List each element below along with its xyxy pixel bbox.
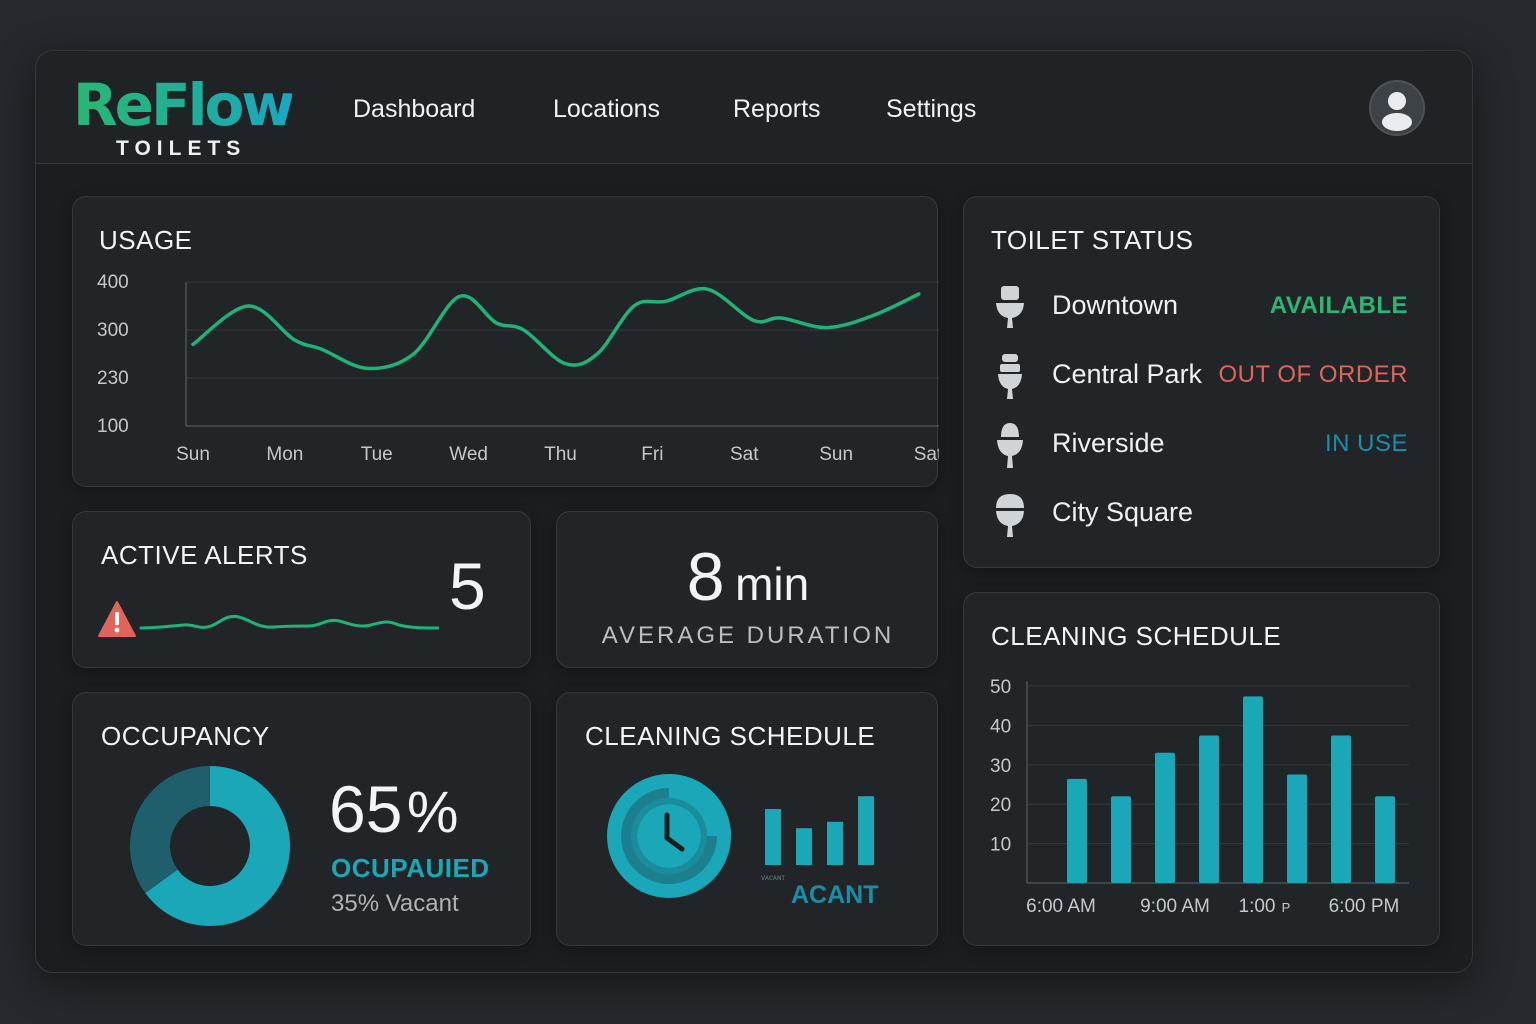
toilet-icon xyxy=(997,423,1023,468)
warning-icon xyxy=(98,601,136,637)
cleaning-large-y-tick: 50 xyxy=(990,677,1011,698)
cleaning-small-bar xyxy=(827,821,843,865)
toilet-icon xyxy=(996,286,1024,328)
cleaning-large-y-tick: 10 xyxy=(990,835,1011,856)
active-alerts-title: ACTIVE ALERTS xyxy=(101,540,308,570)
nav-settings[interactable]: Settings xyxy=(886,95,977,123)
duration-unit: min xyxy=(735,558,810,610)
cleaning-large-bar xyxy=(1331,735,1351,883)
status-row-downtown[interactable]: Downtown AVAILABLE xyxy=(992,282,1412,332)
status-row-city-square[interactable]: City Square xyxy=(992,489,1412,539)
cleaning-small-label: ACANT xyxy=(791,881,879,909)
cleaning-schedule-small-card: CLEANING SCHEDULE ᴠᴀᴄᴀɴᴛ ACANT xyxy=(556,692,938,946)
cleaning-small-tiny-label: ᴠᴀᴄᴀɴᴛ xyxy=(761,873,786,882)
toilet-icon xyxy=(996,494,1024,537)
alerts-sparkline xyxy=(139,614,439,630)
usage-x-tick: Fri xyxy=(641,444,663,465)
logo-subtitle: TOILETS xyxy=(116,137,247,160)
cleaning-large-y-tick: 20 xyxy=(990,795,1011,816)
usage-x-tick: Sat xyxy=(914,444,939,465)
user-avatar[interactable] xyxy=(1369,80,1425,136)
dashboard-window: ReFlow TOILETS Dashboard Locations Repor… xyxy=(35,50,1473,973)
usage-x-tick: Sun xyxy=(819,444,853,465)
usage-card: USAGE 400 300 230 100 Sun Mon Tue Wed Thu Fri Sat… xyxy=(72,196,939,487)
usage-line-chart: 400 300 230 100 Sun Mon Tue Wed Thu Fri Sat Sun Sat xyxy=(97,272,939,465)
average-duration-card: 8 min AVERAGE DURATION xyxy=(556,511,938,668)
usage-x-tick: Wed xyxy=(449,444,488,465)
usage-x-tick: Sun xyxy=(176,444,210,465)
cleaning-large-bar xyxy=(1067,778,1087,883)
duration-value-group: 8 min xyxy=(557,538,939,616)
occupancy-percent-value: 65 xyxy=(329,772,403,846)
cleaning-large-x-tick: 6:00 AM xyxy=(1026,896,1096,917)
cleaning-schedule-large-card: CLEANING SCHEDULE 10 20 30 40 50 6:00 AM 9:00… xyxy=(963,592,1440,946)
nav-dashboard[interactable]: Dashboard xyxy=(353,95,476,123)
usage-x-tick: Tue xyxy=(361,444,393,465)
cleaning-small-bar xyxy=(796,828,812,865)
status-row-central-park[interactable]: Central Park OUT OF ORDER xyxy=(992,351,1412,401)
occupancy-slice-1 xyxy=(130,766,210,894)
occupancy-title: OCCUPANCY xyxy=(101,721,270,751)
occupancy-occupied-label: OCUPAUIED xyxy=(331,853,490,883)
toilet-icon xyxy=(998,354,1022,399)
toilet-status-title: TOILET STATUS xyxy=(991,225,1194,255)
cleaning-large-bar xyxy=(1287,774,1307,883)
cleaning-large-bar xyxy=(1199,735,1219,883)
duration-value: 8 xyxy=(686,539,725,615)
status-location-name: Downtown xyxy=(1052,290,1179,320)
occupancy-slice-0 xyxy=(145,766,290,926)
clock-face xyxy=(637,804,701,868)
status-row-riverside[interactable]: Riverside IN USE xyxy=(992,420,1412,470)
cleaning-large-x-tick: 6:00 PM xyxy=(1329,896,1400,917)
cleaning-large-y-tick: 30 xyxy=(990,756,1011,777)
cleaning-large-x-tick: 9:00 AM xyxy=(1140,896,1210,917)
cleaning-small-bar-chart xyxy=(765,796,874,865)
usage-title: USAGE xyxy=(99,225,193,255)
status-badge: OUT OF ORDER xyxy=(1218,361,1408,388)
usage-x-tick: Thu xyxy=(544,444,577,465)
logo-wordmark[interactable]: ReFlow xyxy=(73,71,295,139)
cleaning-schedule-small-title: CLEANING SCHEDULE xyxy=(585,721,876,751)
status-location-name: Riverside xyxy=(1052,428,1165,458)
cleaning-large-bar-chart: 10 20 30 40 50 6:00 AM 9:00 AM 1:00 P 6:00 PM xyxy=(990,677,1409,917)
user-icon xyxy=(1382,92,1412,131)
cleaning-large-x-tick: P xyxy=(1282,900,1291,915)
occupancy-donut-chart xyxy=(130,766,290,926)
usage-series-line xyxy=(191,286,921,371)
cleaning-large-bar xyxy=(1375,796,1395,883)
active-alerts-count: 5 xyxy=(449,549,486,623)
occupancy-card: OCCUPANCY 65 % OCUPAUIED 35% Vacant xyxy=(72,692,531,946)
usage-x-tick: Mon xyxy=(266,444,303,465)
duration-label: AVERAGE DURATION xyxy=(601,622,895,649)
status-badge: IN USE xyxy=(1324,430,1408,457)
status-location-name: Central Park xyxy=(1052,359,1203,389)
cleaning-large-bar xyxy=(1111,796,1131,883)
toilet-status-card: TOILET STATUS Downtown AVAILABLE Central… xyxy=(963,196,1440,568)
usage-y-tick: 300 xyxy=(97,320,129,341)
cleaning-large-bar xyxy=(1155,752,1175,883)
usage-x-tick: Sat xyxy=(730,444,759,465)
cleaning-large-bar xyxy=(1243,696,1263,883)
top-bar: ReFlow TOILETS Dashboard Locations Repor… xyxy=(36,51,1472,164)
active-alerts-card[interactable]: ACTIVE ALERTS 5 xyxy=(72,511,531,668)
cleaning-small-bar xyxy=(858,796,874,865)
status-location-name: City Square xyxy=(1052,497,1194,527)
nav-reports[interactable]: Reports xyxy=(733,95,821,123)
occupancy-vacant-label: 35% Vacant xyxy=(331,890,459,917)
occupancy-percent: 65 % xyxy=(329,771,458,847)
nav-locations[interactable]: Locations xyxy=(553,95,661,123)
cleaning-schedule-large-title: CLEANING SCHEDULE xyxy=(991,621,1282,651)
cleaning-large-x-tick: 1:00 xyxy=(1239,896,1276,917)
usage-y-tick: 400 xyxy=(97,272,129,293)
usage-y-tick: 100 xyxy=(97,416,129,437)
occupancy-percent-sign: % xyxy=(406,780,459,845)
cleaning-large-y-tick: 40 xyxy=(990,716,1011,737)
status-badge: AVAILABLE xyxy=(1269,292,1408,319)
usage-y-tick: 230 xyxy=(97,368,129,389)
cleaning-small-bar xyxy=(765,809,781,865)
